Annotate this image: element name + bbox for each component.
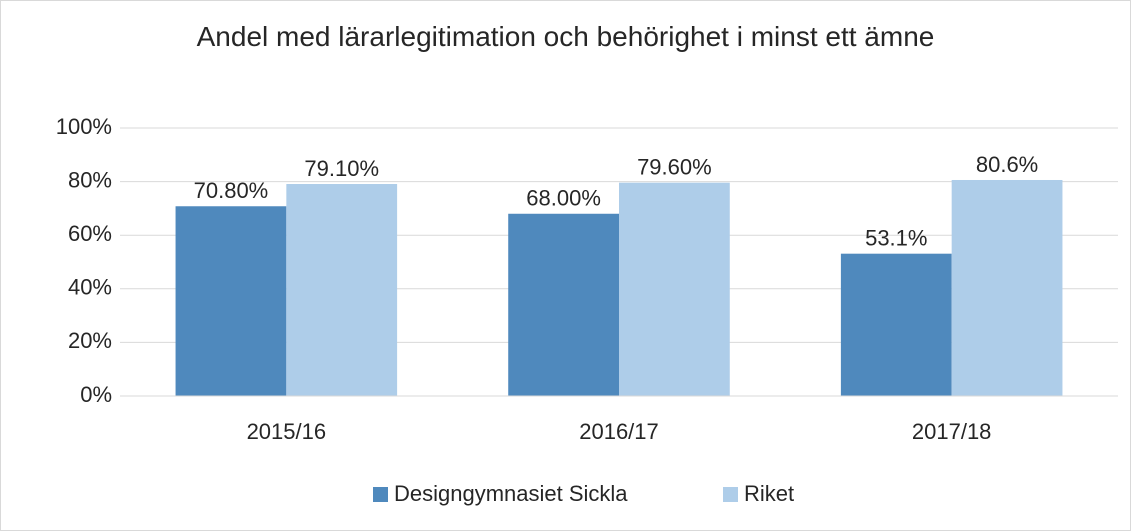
title-box: Andel med lärarlegitimation och behörigh…: [0, 16, 1131, 58]
y-tick-label: 60%: [68, 221, 112, 246]
bar: [286, 184, 398, 396]
legend-label: Designgymnasiet Sickla: [394, 481, 628, 506]
y-tick-label: 100%: [56, 114, 112, 139]
x-tick-label: 2017/18: [912, 419, 992, 444]
data-label: 79.10%: [304, 156, 379, 181]
x-tick-label: 2016/17: [579, 419, 659, 444]
chart-title: Andel med lärarlegitimation och behörigh…: [196, 21, 935, 52]
y-tick-label: 0%: [80, 382, 112, 407]
y-tick-label: 40%: [68, 275, 112, 300]
legend-swatch: [373, 487, 388, 502]
bar: [508, 213, 619, 396]
bar: [619, 182, 730, 396]
legend-label: Riket: [744, 481, 794, 506]
bar: [175, 206, 287, 396]
data-label: 80.6%: [976, 152, 1038, 177]
y-tick-label: 80%: [68, 167, 112, 192]
data-label: 70.80%: [194, 178, 269, 203]
bar: [840, 253, 952, 396]
bar: [951, 179, 1063, 396]
data-label: 68.00%: [526, 186, 601, 211]
legend-swatch: [723, 487, 738, 502]
y-tick-label: 20%: [68, 328, 112, 353]
data-label: 53.1%: [865, 226, 927, 251]
data-label: 79.60%: [637, 154, 712, 179]
x-tick-label: 2015/16: [247, 419, 327, 444]
